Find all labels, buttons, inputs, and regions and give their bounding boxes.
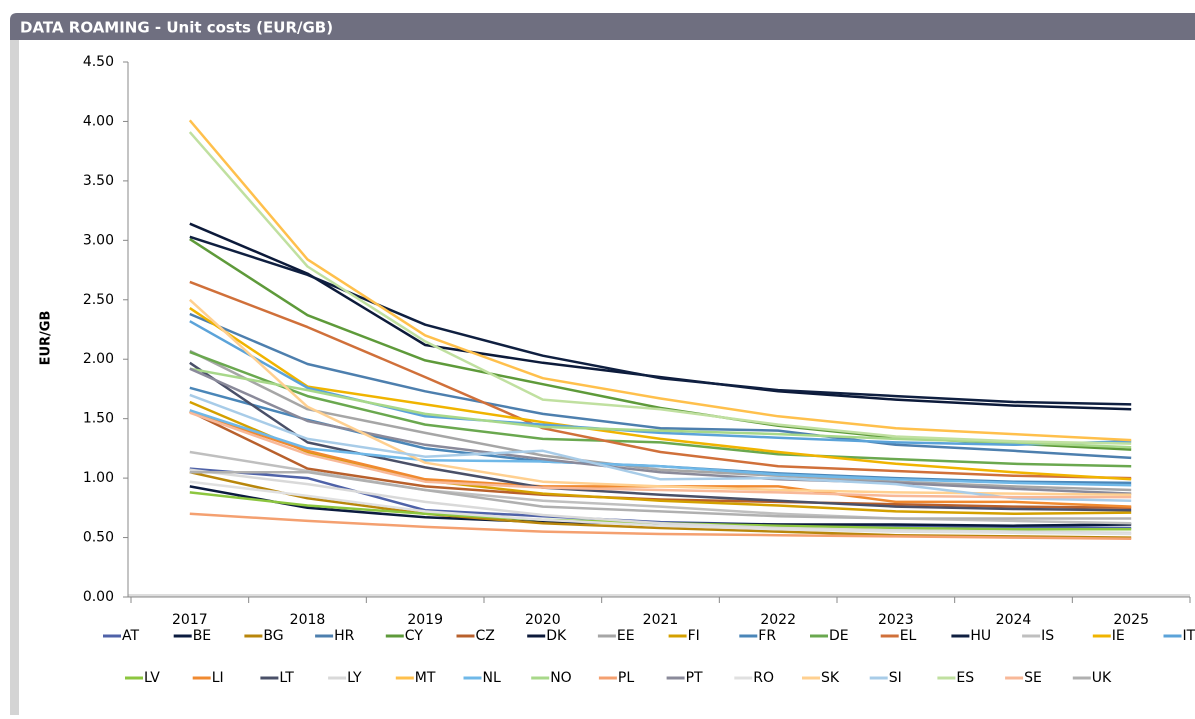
y-tick-label: 1.50 xyxy=(83,411,114,427)
legend-label: AT xyxy=(122,628,139,644)
y-tick-label: 2.00 xyxy=(83,351,114,367)
legend-label: LT xyxy=(279,670,294,686)
y-tick-label: 4.00 xyxy=(83,113,114,129)
legend-label: ES xyxy=(956,670,974,686)
legend-label: NL xyxy=(483,670,501,686)
legend-label: IS xyxy=(1041,628,1054,644)
series-line xyxy=(190,237,1131,405)
legend-label: CZ xyxy=(476,628,495,644)
x-tick-label: 2022 xyxy=(760,612,796,628)
x-tick-label: 2019 xyxy=(407,612,443,628)
legend-label: MT xyxy=(415,670,436,686)
legend-label: UK xyxy=(1092,670,1112,686)
legend-label: BG xyxy=(263,628,283,644)
y-tick-label: 3.50 xyxy=(83,173,114,189)
y-tick-label: 4.50 xyxy=(83,54,114,70)
chart-title: DATA ROAMING - Unit costs (EUR/GB) xyxy=(20,19,333,37)
y-tick-label: 2.50 xyxy=(83,292,114,308)
x-tick-label: 2018 xyxy=(290,612,326,628)
legend-label: EL xyxy=(900,628,917,644)
legend-label: FI xyxy=(688,628,700,644)
x-tick-label: 2025 xyxy=(1113,612,1149,628)
legend-label: HR xyxy=(334,628,355,644)
legend-label: PL xyxy=(618,670,634,686)
series-line xyxy=(190,351,1131,490)
side-strip xyxy=(10,40,19,715)
legend-label: CY xyxy=(405,628,424,644)
legend-label: NO xyxy=(550,670,572,686)
y-tick-label: 1.00 xyxy=(83,470,114,486)
legend-label: DE xyxy=(829,628,849,644)
x-tick-label: 2017 xyxy=(172,612,208,628)
legend-label: HU xyxy=(970,628,991,644)
y-tick-label: 0.50 xyxy=(83,530,114,546)
legend-label: LY xyxy=(347,670,362,686)
x-tick-label: 2023 xyxy=(878,612,914,628)
series-line xyxy=(190,224,1131,410)
legend-label: FR xyxy=(758,628,776,644)
series-line xyxy=(190,314,1131,458)
x-tick-label: 2021 xyxy=(643,612,679,628)
legend-label: SE xyxy=(1024,670,1042,686)
legend-label: PT xyxy=(686,670,703,686)
legend-label: DK xyxy=(546,628,567,644)
legend-label: LI xyxy=(212,670,224,686)
legend-label: IT xyxy=(1183,628,1195,644)
legend-label: IE xyxy=(1112,628,1125,644)
legend-label: SK xyxy=(821,670,840,686)
legend-label: EE xyxy=(617,628,635,644)
legend-label: RO xyxy=(753,670,774,686)
legend-label: SI xyxy=(889,670,902,686)
y-axis-title: EUR/GB xyxy=(39,311,54,366)
x-tick-label: 2024 xyxy=(996,612,1032,628)
legend-label: LV xyxy=(144,670,160,686)
y-tick-label: 0.00 xyxy=(83,589,114,605)
x-tick-label: 2020 xyxy=(525,612,561,628)
legend-label: BE xyxy=(193,628,211,644)
y-tick-label: 3.00 xyxy=(83,232,114,248)
